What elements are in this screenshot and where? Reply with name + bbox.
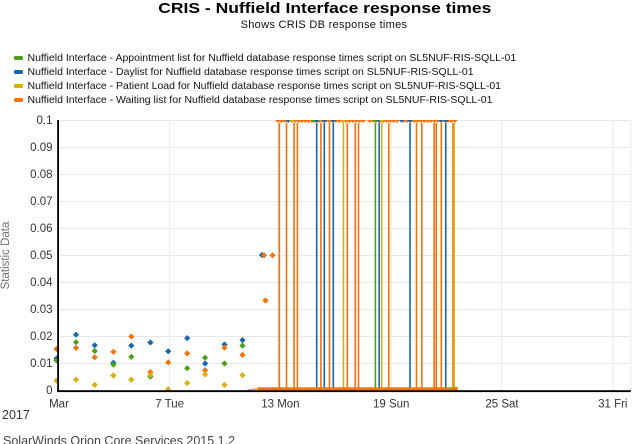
svg-text:0.05: 0.05 — [30, 250, 52, 262]
svg-text:0.04: 0.04 — [30, 277, 53, 289]
svg-text:Statistic Data: Statistic Data — [0, 221, 12, 289]
svg-text:0.1: 0.1 — [37, 115, 53, 127]
svg-text:0.02: 0.02 — [30, 331, 52, 343]
svg-text:13 Mon: 13 Mon — [261, 399, 299, 411]
svg-text:0.01: 0.01 — [30, 358, 52, 370]
svg-text:2017: 2017 — [2, 408, 30, 422]
svg-text:7 Tue: 7 Tue — [155, 399, 184, 411]
svg-text:31 Fri: 31 Fri — [598, 399, 627, 411]
svg-text:0.06: 0.06 — [30, 223, 52, 235]
svg-text:SolarWinds Orion Core Services: SolarWinds Orion Core Services 2015.1.2 — [3, 434, 235, 444]
svg-text:0: 0 — [46, 385, 52, 397]
svg-text:25 Sat: 25 Sat — [485, 399, 519, 411]
svg-text:Mar: Mar — [49, 399, 69, 411]
svg-text:0.09: 0.09 — [30, 142, 52, 154]
svg-text:19 Sun: 19 Sun — [373, 399, 409, 411]
svg-text:0.03: 0.03 — [30, 304, 52, 316]
svg-text:0.08: 0.08 — [30, 169, 52, 181]
svg-text:0.07: 0.07 — [30, 196, 52, 208]
